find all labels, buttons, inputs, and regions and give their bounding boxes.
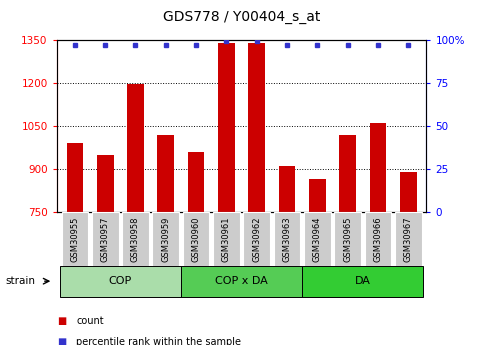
Text: GSM30964: GSM30964 [313,216,322,262]
Bar [395,212,422,266]
Text: ■: ■ [57,316,66,326]
Bar [127,84,144,212]
Bar [279,166,295,212]
Bar [62,212,88,266]
Text: GSM30957: GSM30957 [101,216,109,262]
Text: percentile rank within the sample: percentile rank within the sample [76,337,242,345]
Bar [274,212,300,266]
Bar [97,155,113,212]
Bar [183,212,210,266]
Bar [370,123,387,212]
Text: strain: strain [5,276,35,286]
Text: GSM30959: GSM30959 [161,216,170,262]
Bar [248,42,265,212]
Text: DA: DA [355,276,371,286]
Text: GSM30961: GSM30961 [222,216,231,262]
Bar [152,212,179,266]
Bar [92,212,118,266]
Bar [218,42,235,212]
Bar [302,266,423,297]
Text: GSM30962: GSM30962 [252,216,261,262]
Text: GSM30958: GSM30958 [131,216,140,262]
Bar [213,212,240,266]
Text: GSM30963: GSM30963 [282,216,291,262]
Bar [188,152,205,212]
Text: COP x DA: COP x DA [215,276,268,286]
Bar [157,135,174,212]
Text: GSM30960: GSM30960 [192,216,201,262]
Bar [67,143,83,212]
Bar [339,135,356,212]
Text: count: count [76,316,104,326]
Bar [122,212,149,266]
Text: ■: ■ [57,337,66,345]
Text: GSM30965: GSM30965 [343,216,352,262]
Bar [304,212,331,266]
Bar [334,212,361,266]
Text: COP: COP [109,276,132,286]
Text: GSM30966: GSM30966 [374,216,383,262]
Bar [365,212,391,266]
Text: GDS778 / Y00404_s_at: GDS778 / Y00404_s_at [163,10,320,24]
Bar [309,179,326,212]
Bar [181,266,302,297]
Bar [400,172,417,212]
Text: GSM30955: GSM30955 [70,216,79,262]
Bar [60,266,181,297]
Bar [244,212,270,266]
Text: GSM30967: GSM30967 [404,216,413,262]
